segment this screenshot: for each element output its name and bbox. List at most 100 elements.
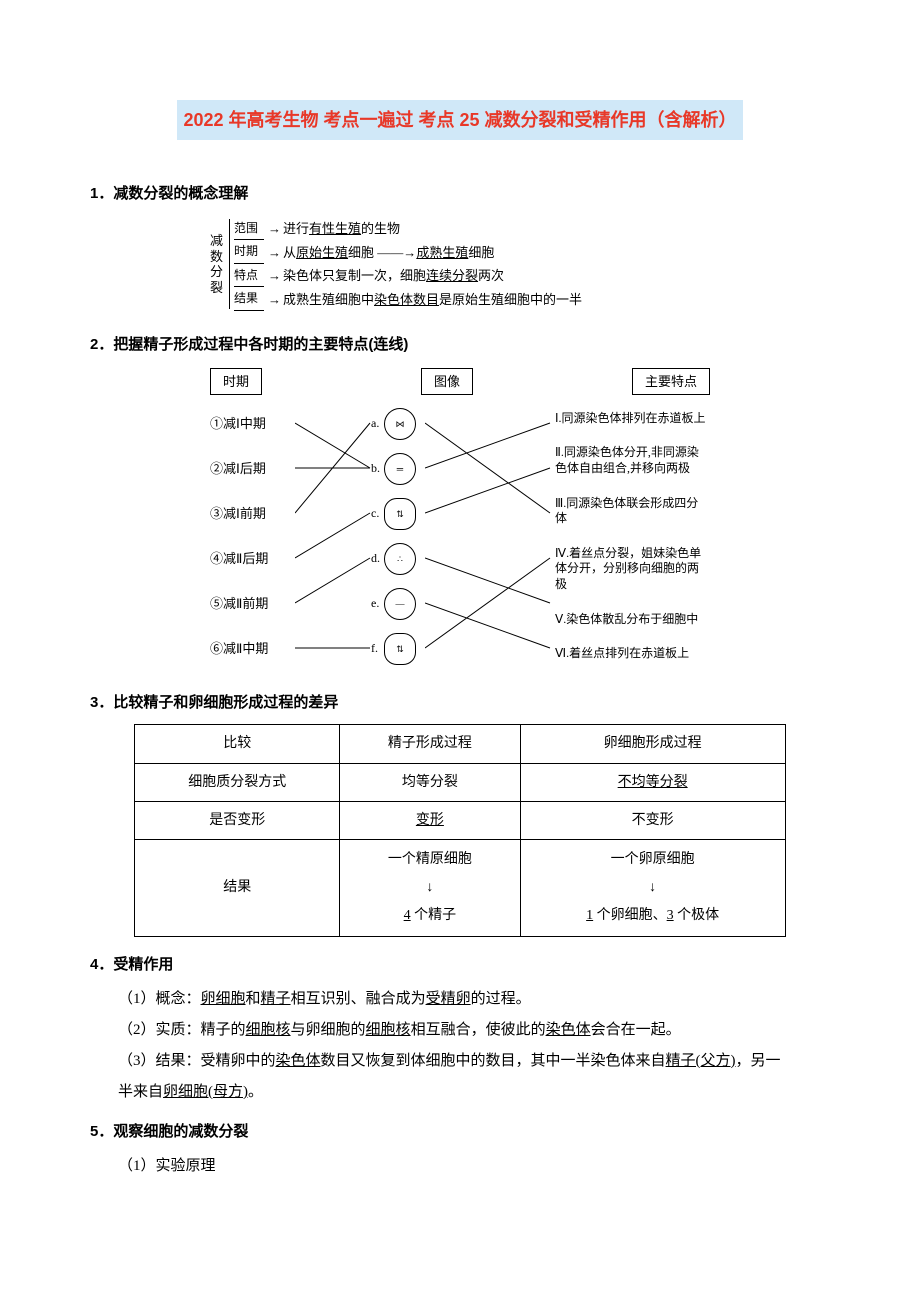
table-cell: 变形 [340, 801, 521, 839]
arrow-icon: ↓ [426, 880, 433, 895]
concept-diagram: 减 数 分 裂 范围→ 进行有性生殖的生物 时期→ 从原始生殖细胞 ——→ 成熟… [210, 217, 710, 311]
arrow-icon: ↓ [649, 880, 656, 895]
text: 数目又恢复到体细胞中的数目，其中一半染色体来自 [321, 1053, 666, 1069]
arrow-icon: → [268, 241, 281, 264]
period-label: ①减Ⅰ中期 [210, 412, 300, 435]
underline-text: 细胞核 [366, 1022, 411, 1038]
section-4-heading: 4．受精作用 [90, 951, 830, 978]
text: 个极体 [674, 908, 720, 923]
period-label: ③减Ⅰ前期 [210, 502, 300, 525]
underline-text: 4 [404, 908, 411, 923]
diagram-left-col: ①减Ⅰ中期 ②减Ⅰ后期 ③减Ⅰ前期 ④减Ⅱ后期 ⑤减Ⅱ前期 ⑥减Ⅱ中期 [210, 401, 300, 671]
cell-icon: c.⇅ [384, 498, 416, 530]
underline-text: 有性生殖 [309, 217, 361, 240]
connection-lines-left [295, 401, 375, 671]
underline-text: 连续分裂 [426, 264, 478, 287]
concept-line: 时期→ 从原始生殖细胞 ——→ 成熟生殖细胞 [234, 241, 710, 264]
title-block: 2022 年高考生物 考点一遍过 考点 25 减数分裂和受精作用（含解析） [90, 100, 830, 140]
text: 半来自 [118, 1084, 163, 1100]
section-3-heading: 3．比较精子和卵细胞形成过程的差异 [90, 689, 830, 716]
matching-diagram: 时期 图像 主要特点 ①减Ⅰ中期 ②减Ⅰ后期 ③减Ⅰ前期 ④减Ⅱ后期 ⑤减Ⅱ前期… [210, 368, 710, 671]
cell-icon: f.⇅ [384, 633, 416, 665]
underline-text: 细胞核 [246, 1022, 291, 1038]
underline-text: 原始生殖 [296, 241, 348, 264]
section-5-heading: 5．观察细胞的减数分裂 [90, 1118, 830, 1145]
underline-text: 3 [667, 908, 674, 923]
paragraph: （2）实质：精子的细胞核与卵细胞的细胞核相互融合，使彼此的染色体会合在一起。 [118, 1017, 830, 1044]
underline-text: 不均等分裂 [618, 775, 688, 790]
table-header: 比较 [135, 725, 340, 763]
arrow-icon: → [268, 264, 281, 287]
table-cell: 细胞质分裂方式 [135, 763, 340, 801]
page-title: 2022 年高考生物 考点一遍过 考点 25 减数分裂和受精作用（含解析） [177, 100, 742, 140]
cell-letter: d. [371, 548, 380, 570]
paragraph: （3）结果：受精卵中的染色体数目又恢复到体细胞中的数目，其中一半染色体来自精子(… [118, 1048, 830, 1075]
cell-letter: f. [371, 638, 378, 660]
diagram-mid-col: a.⋈ b.═ c.⇅ d.∴ e.— f.⇅ [370, 401, 430, 671]
text: 个精子 [411, 908, 457, 923]
text: 两次 [478, 264, 504, 287]
line-label: 范围 [234, 218, 264, 241]
cell-letter: e. [371, 593, 379, 615]
text: 从 [283, 241, 296, 264]
diagram-headers: 时期 图像 主要特点 [210, 368, 710, 395]
text: 会合在一起。 [591, 1022, 681, 1038]
text: （1）概念： [118, 991, 201, 1007]
underline-text: 变形 [416, 813, 444, 828]
header-box: 时期 [210, 368, 262, 395]
arrow-icon: → [268, 217, 281, 240]
underline-text: 精子(父方) [666, 1053, 736, 1069]
concept-subject: 减 数 分 裂 [210, 217, 227, 311]
table-cell: 一个卵原细胞 ↓ 1 个卵细胞、3 个极体 [520, 839, 785, 936]
cell-letter: a. [371, 413, 379, 435]
table-cell: 是否变形 [135, 801, 340, 839]
text: 与卵细胞的 [291, 1022, 366, 1038]
text: 的过程。 [471, 991, 531, 1007]
paragraph: （1）概念：卵细胞和精子相互识别、融合成为受精卵的过程。 [118, 986, 830, 1013]
paragraph: （1）实验原理 [118, 1153, 830, 1180]
vert-char: 数 [210, 249, 223, 265]
feature-text: Ⅴ.染色体散乱分布于细胞中 [555, 612, 710, 628]
underline-text: 受精卵 [426, 991, 471, 1007]
cell-letter: b. [371, 458, 380, 480]
underline-text: 染色体数目 [374, 288, 439, 311]
vert-char: 分 [210, 264, 223, 280]
feature-text: Ⅰ.同源染色体排列在赤道板上 [555, 411, 710, 427]
underline-text: 精子 [261, 991, 291, 1007]
text: 个卵细胞、 [593, 908, 667, 923]
text: 是原始生殖细胞中的一半 [439, 288, 582, 311]
feature-text: Ⅵ.着丝点排列在赤道板上 [555, 646, 710, 662]
section-1-heading: 1．减数分裂的概念理解 [90, 180, 830, 207]
period-label: ④减Ⅱ后期 [210, 547, 300, 570]
table-row: 比较 精子形成过程 卵细胞形成过程 [135, 725, 785, 763]
header-box: 图像 [421, 368, 473, 395]
diagram-right-col: Ⅰ.同源染色体排列在赤道板上 Ⅱ.同源染色体分开,非同源染色体自由组合,并移向两… [555, 401, 710, 671]
concept-line: 结果→ 成熟生殖细胞中染色体数目是原始生殖细胞中的一半 [234, 288, 710, 311]
text: （2）实质：精子的 [118, 1022, 246, 1038]
line-label: 结果 [234, 288, 264, 311]
text: 一个卵原细胞 [611, 852, 695, 867]
underline-text: 卵细胞(母方) [163, 1084, 248, 1100]
feature-text: Ⅲ.同源染色体联会形成四分体 [555, 496, 710, 527]
text: 相互融合，使彼此的 [411, 1022, 546, 1038]
underline-text: 染色体 [276, 1053, 321, 1069]
concept-line: 特点→ 染色体只复制一次，细胞连续分裂两次 [234, 264, 710, 287]
text: 相互识别、融合成为 [291, 991, 426, 1007]
table-cell: 均等分裂 [340, 763, 521, 801]
table-cell: 结果 [135, 839, 340, 936]
table-cell: 不变形 [520, 801, 785, 839]
period-label: ⑤减Ⅱ前期 [210, 592, 300, 615]
vert-char: 裂 [210, 280, 223, 296]
vert-char: 减 [210, 233, 223, 249]
underline-text: 成熟生殖 [416, 241, 468, 264]
connection-lines-right [425, 401, 555, 671]
cell-icon: a.⋈ [384, 408, 416, 440]
cell-icon: d.∴ [384, 543, 416, 575]
concept-line: 范围→ 进行有性生殖的生物 [234, 217, 710, 240]
paragraph: 半来自卵细胞(母方)。 [118, 1079, 830, 1106]
cell-icon: e.— [384, 588, 416, 620]
underline-text: 卵细胞 [201, 991, 246, 1007]
text: 一个精原细胞 [388, 852, 472, 867]
concept-lines: 范围→ 进行有性生殖的生物 时期→ 从原始生殖细胞 ——→ 成熟生殖细胞 特点→… [234, 217, 710, 311]
text: （3）结果：受精卵中的 [118, 1053, 276, 1069]
